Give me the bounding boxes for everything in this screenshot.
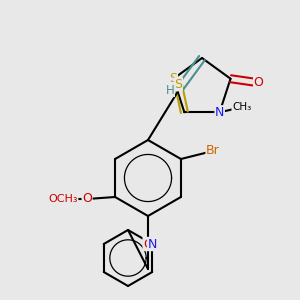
Text: N: N bbox=[148, 238, 157, 250]
Text: O: O bbox=[143, 238, 153, 250]
Text: N: N bbox=[215, 106, 224, 119]
Text: O: O bbox=[82, 193, 92, 206]
Text: OCH₃: OCH₃ bbox=[48, 194, 78, 204]
Text: Br: Br bbox=[206, 145, 220, 158]
Text: H: H bbox=[166, 83, 174, 97]
Text: CH₃: CH₃ bbox=[232, 102, 251, 112]
Text: S: S bbox=[174, 78, 182, 91]
Text: S: S bbox=[169, 72, 178, 85]
Text: O: O bbox=[254, 76, 263, 89]
